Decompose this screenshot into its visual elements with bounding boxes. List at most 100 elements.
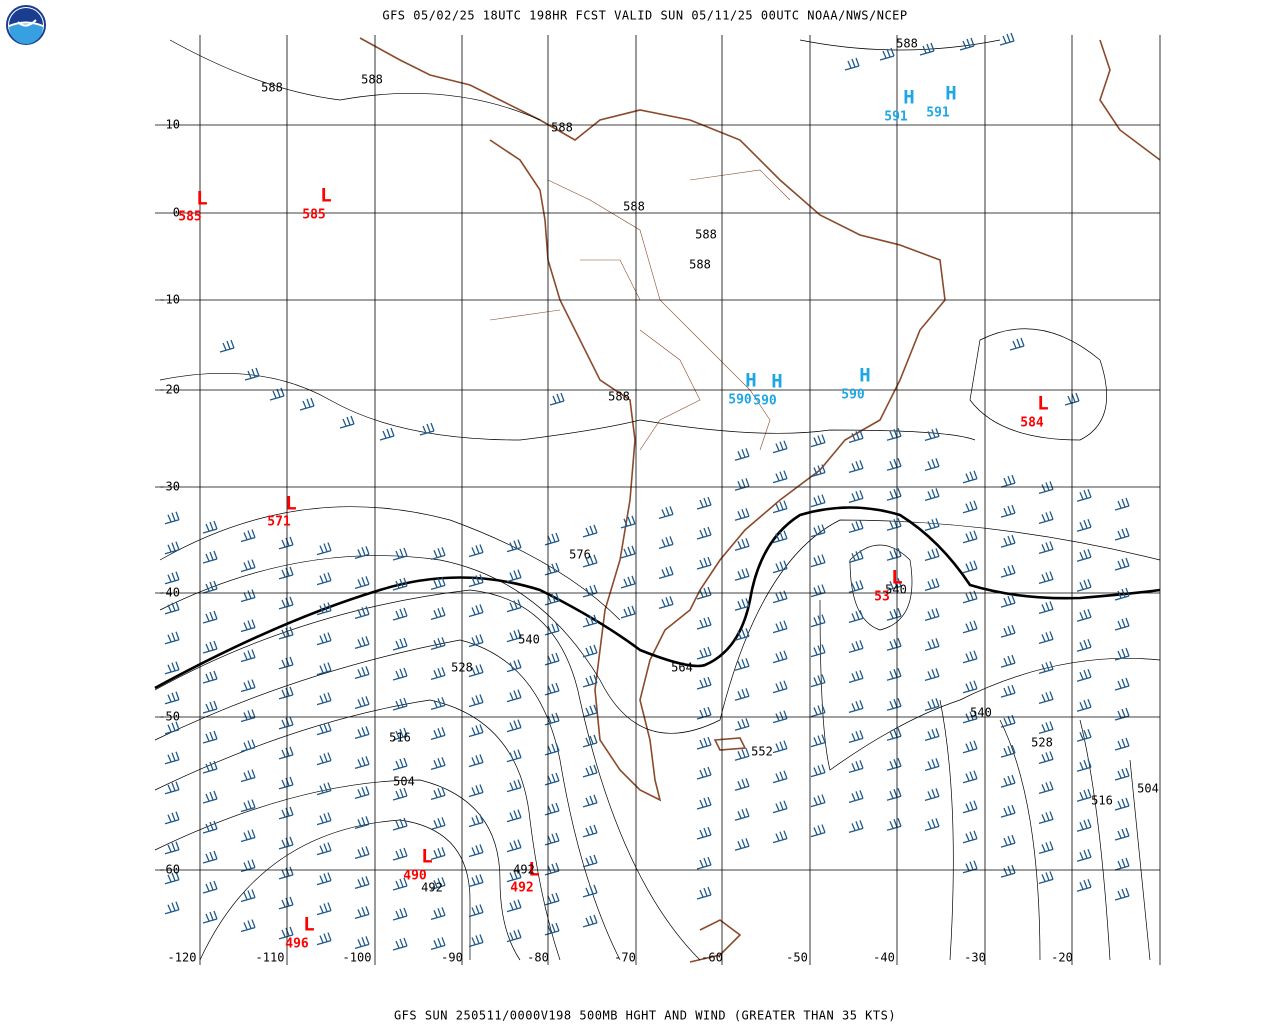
longitude-label: -80 — [527, 951, 549, 965]
wind-barb — [810, 794, 826, 808]
map-footer: GFS SUN 250511/0000V198 500MB HGHT AND W… — [394, 1009, 896, 1023]
wind-barb — [219, 339, 235, 353]
wind-barb — [1076, 578, 1092, 592]
wind-barb — [886, 487, 902, 501]
wind-barb — [544, 742, 560, 756]
center-value: 571 — [267, 515, 291, 530]
wind-barb — [919, 42, 935, 56]
wind-barb — [1038, 811, 1054, 825]
wind-barb — [430, 877, 446, 890]
wind-barb — [848, 580, 864, 593]
wind-barb — [316, 722, 332, 736]
wind-barb — [354, 606, 370, 619]
contour-label: 492 — [421, 881, 443, 895]
wind-barb — [962, 560, 978, 574]
wind-barb — [582, 794, 598, 808]
wind-barb — [620, 545, 636, 559]
wind-barb — [772, 650, 788, 664]
wind-barb — [164, 901, 180, 915]
map-title: GFS 05/02/25 18UTC 198HR FCST VALID SUN … — [382, 9, 907, 23]
wind-barb — [164, 601, 180, 615]
center-symbol: L — [1037, 393, 1048, 415]
wind-barb — [696, 496, 712, 510]
wind-barb — [734, 448, 750, 461]
wind-barb — [164, 871, 180, 885]
wind-barb — [962, 800, 978, 814]
center-value: 590 — [753, 394, 777, 409]
wind-barb — [1076, 728, 1092, 742]
wind-barb — [392, 757, 408, 771]
wind-barb — [549, 392, 565, 406]
contour-label: 588 — [689, 258, 711, 272]
wind-barb — [1000, 684, 1016, 698]
wind-barb — [419, 422, 435, 436]
contour-label: 528 — [451, 661, 473, 675]
wind-barb — [240, 559, 256, 573]
wind-barb — [1114, 497, 1130, 511]
wind-barb — [468, 844, 484, 858]
wind-barb — [962, 770, 978, 784]
wind-barb — [886, 817, 902, 831]
wind-barb — [772, 680, 788, 694]
contour-label: 504 — [393, 775, 415, 789]
wind-barb — [1038, 511, 1054, 525]
wind-barb — [886, 727, 902, 741]
wind-barb — [1076, 668, 1092, 682]
wind-barb — [924, 728, 940, 741]
wind-barb — [544, 682, 560, 696]
wind-barb — [278, 656, 294, 670]
wind-barb — [1038, 871, 1054, 885]
wind-barb — [810, 674, 826, 688]
wind-barb — [354, 816, 370, 829]
wind-barb — [316, 542, 332, 556]
wind-barb — [696, 586, 712, 600]
wind-barb — [506, 839, 522, 853]
wind-barb — [278, 626, 294, 640]
wind-barb — [962, 710, 978, 724]
wind-barb — [1114, 887, 1130, 901]
center-symbol: L — [891, 567, 902, 589]
wind-barb — [468, 544, 484, 558]
wind-barb — [468, 664, 484, 678]
wind-barb — [506, 689, 522, 703]
contour-label: 576 — [569, 548, 591, 562]
center-symbol: H — [903, 87, 914, 109]
wind-barb — [164, 511, 180, 525]
wind-barb — [696, 616, 712, 630]
wind-barb — [278, 806, 294, 820]
wind-barb — [240, 649, 256, 663]
wind-barb — [202, 910, 218, 924]
wind-barb — [772, 800, 788, 814]
wind-barb — [506, 809, 522, 823]
wind-barb — [392, 787, 408, 801]
wind-barb — [202, 610, 218, 624]
wind-barb — [1000, 714, 1016, 728]
wind-barb — [1000, 504, 1016, 518]
contour-label: 540 — [518, 633, 540, 647]
wind-barb — [848, 730, 864, 743]
wind-barb — [772, 770, 788, 784]
graticule — [155, 35, 1161, 965]
wind-barb — [354, 786, 370, 799]
wind-barb — [392, 547, 408, 561]
wind-barb — [278, 776, 294, 790]
wind-barb — [468, 874, 484, 888]
wind-barb — [430, 937, 446, 950]
latitude-label: -40 — [158, 586, 180, 600]
latitude-label: -50 — [158, 710, 180, 724]
wind-barb — [468, 784, 484, 798]
wind-barb — [696, 676, 712, 690]
wind-barb — [468, 904, 484, 918]
wind-barb — [582, 914, 598, 928]
wind-barb — [1076, 608, 1092, 622]
wind-barb — [1114, 827, 1130, 841]
wind-barb — [468, 754, 484, 768]
wind-barb — [430, 757, 446, 770]
wind-barb — [879, 47, 895, 61]
wind-barb — [392, 697, 408, 711]
latitude-label: -10 — [158, 293, 180, 307]
wind-barb — [696, 796, 712, 810]
wind-barb — [848, 820, 864, 833]
coastlines — [359, 37, 1161, 963]
wind-barb — [354, 906, 370, 919]
